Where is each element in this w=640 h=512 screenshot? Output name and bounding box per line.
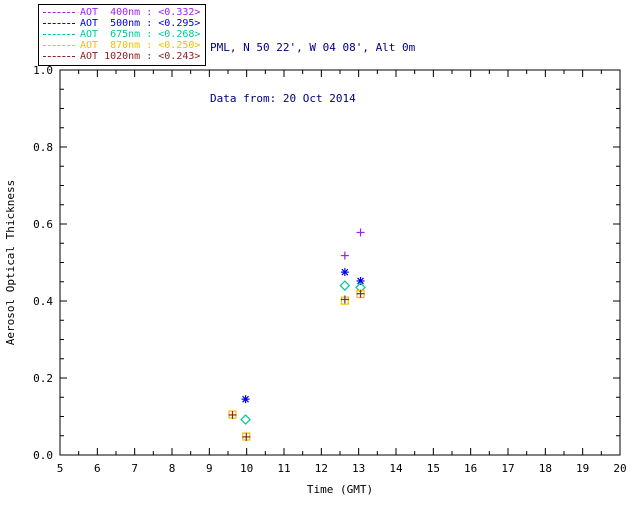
legend-dash-1020nm — [43, 56, 75, 57]
series-870nm — [228, 289, 365, 441]
x-tick-label: 20 — [613, 462, 626, 475]
x-tick-label: 13 — [352, 462, 365, 475]
legend-row-400nm: AOT 400nm : <0.332> — [43, 7, 200, 18]
legend-label-500nm: AOT 500nm : <0.295> — [80, 18, 201, 29]
data-from-text: Data from: 20 Oct 2014 — [210, 92, 356, 105]
y-tick-label: 0.8 — [33, 141, 53, 154]
y-tick-label: 0.0 — [33, 449, 53, 462]
legend-label-675nm: AOT 675nm : <0.268> — [80, 29, 201, 40]
x-tick-label: 17 — [501, 462, 514, 475]
x-tick-label: 5 — [57, 462, 64, 475]
x-tick-label: 9 — [206, 462, 213, 475]
x-tick-label: 19 — [576, 462, 589, 475]
y-axis: 0.0 0.2 0.4 0.6 0.8 1.0 — [33, 64, 620, 462]
series-1020nm — [228, 289, 365, 441]
x-tick-label: 18 — [539, 462, 552, 475]
x-tick-label: 6 — [94, 462, 101, 475]
y-axis-title: Aerosol Optical Thickness — [4, 180, 17, 346]
legend-label-400nm: AOT 400nm : <0.332> — [80, 7, 201, 18]
legend-row-870nm: AOT 870nm : <0.250> — [43, 40, 200, 51]
legend-box: AOT 400nm : <0.332> AOT 500nm : <0.295> AO… — [38, 4, 207, 66]
legend-dash-870nm — [43, 45, 75, 46]
series-400nm — [340, 228, 365, 260]
legend-dash-500nm — [43, 23, 75, 24]
x-tick-label: 7 — [131, 462, 138, 475]
site-info-text: PML, N 50 22', W 04 08', Alt 0m — [210, 41, 416, 54]
x-tick-label: 15 — [427, 462, 440, 475]
series-675nm — [240, 280, 366, 425]
x-axis-title: Time (GMT) — [307, 483, 373, 496]
legend-row-500nm: AOT 500nm : <0.295> — [43, 18, 200, 29]
legend-label-870nm: AOT 870nm : <0.250> — [80, 40, 201, 51]
legend-label-1020nm: AOT 1020nm : <0.243> — [80, 51, 201, 62]
x-tick-label: 11 — [277, 462, 290, 475]
x-tick-label: 14 — [389, 462, 403, 475]
x-tick-label: 8 — [169, 462, 176, 475]
y-tick-label: 1.0 — [33, 64, 53, 77]
legend-row-675nm: AOT 675nm : <0.268> — [43, 29, 200, 40]
x-tick-label: 10 — [240, 462, 253, 475]
x-tick-label: 16 — [464, 462, 477, 475]
legend-dash-675nm — [43, 34, 75, 35]
y-tick-label: 0.6 — [33, 218, 53, 231]
y-tick-label: 0.4 — [33, 295, 53, 308]
x-axis: 5 6 7 8 9 10 11 12 13 14 15 16 17 18 19 20 — [57, 70, 627, 475]
x-tick-label: 12 — [315, 462, 328, 475]
plot-header: PML, N 50 22', W 04 08', Alt 0m Data fro… — [210, 5, 415, 141]
legend-dash-400nm — [43, 12, 75, 13]
y-tick-label: 0.2 — [33, 372, 53, 385]
legend-row-1020nm: AOT 1020nm : <0.243> — [43, 51, 200, 62]
